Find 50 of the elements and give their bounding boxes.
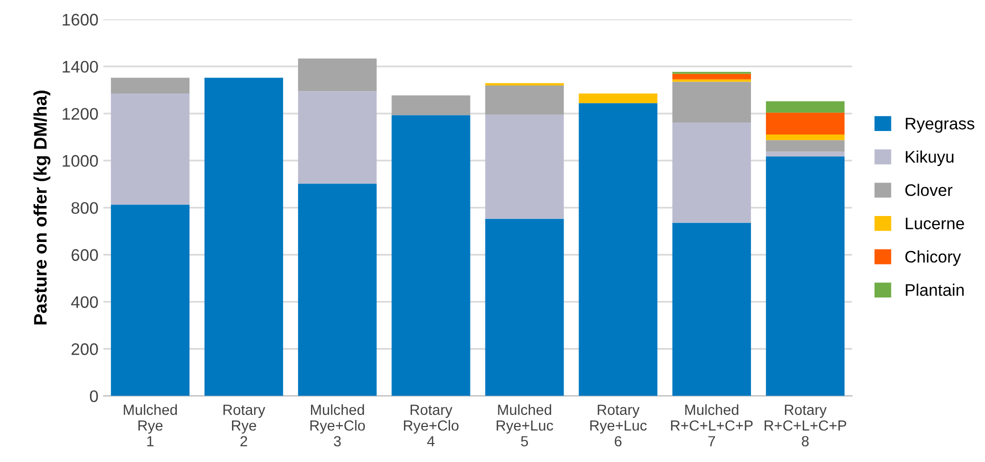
y-tick-label: 600 (72, 249, 98, 261)
bar (110, 204, 190, 396)
y-tick-label: 200 (72, 343, 98, 356)
y-tick-label: 800 (71, 202, 98, 214)
legend-label: Lucerne (906, 218, 964, 230)
x-tick-label: Rotary R+C+L+C+P 8 (764, 404, 846, 446)
legend-label: Plantain (906, 284, 964, 296)
bar (766, 140, 845, 152)
bar (766, 101, 845, 113)
bar (392, 95, 470, 116)
bar (110, 94, 190, 205)
bar (672, 79, 751, 82)
legend-label: Clover (905, 184, 952, 196)
x-tick-label: Rotary Rye+Clo 4 (404, 404, 458, 446)
bar (485, 114, 564, 219)
bar (578, 103, 658, 396)
bar (766, 112, 845, 134)
x-tick-label: Mulched Rye 1 (124, 404, 177, 446)
bar (672, 222, 751, 396)
x-tick-label: Rotary Rye 2 (224, 404, 266, 446)
y-tick-label: 0 (90, 390, 98, 402)
x-tick-label: Mulched Rye+Clo 3 (310, 404, 365, 446)
bar (485, 86, 564, 114)
bar (766, 156, 845, 396)
y-tick-label: 400 (71, 296, 98, 308)
y-tick-label: 1000 (62, 155, 98, 167)
bar (298, 184, 377, 396)
bar (766, 152, 845, 156)
bar (672, 82, 751, 122)
y-tick-label: 1200 (62, 108, 98, 120)
bar (485, 83, 564, 86)
bar (766, 134, 845, 140)
bar (392, 115, 470, 396)
legend-label: Chicory (905, 250, 961, 266)
bar (672, 74, 751, 80)
bar (298, 91, 377, 184)
x-tick-label: Mulched Rye+Luc 5 (496, 404, 554, 446)
x-tick-label: Mulched R+C+L+C+P 7 (671, 404, 753, 446)
y-tick-label: 1400 (62, 60, 98, 73)
bar (204, 78, 284, 396)
bar (110, 78, 190, 94)
x-tick-label: Rotary Rye+Luc 6 (590, 404, 647, 446)
legend-label: Kikuyu (906, 150, 954, 166)
legend-label: Ryegrass (906, 118, 974, 133)
bar (578, 94, 658, 104)
bar (298, 58, 377, 92)
y-axis-title: Pasture on offer (kg DM/ha) (33, 90, 50, 324)
y-tick-label: 1600 (62, 14, 98, 26)
bar (485, 218, 564, 396)
bar (672, 122, 751, 223)
